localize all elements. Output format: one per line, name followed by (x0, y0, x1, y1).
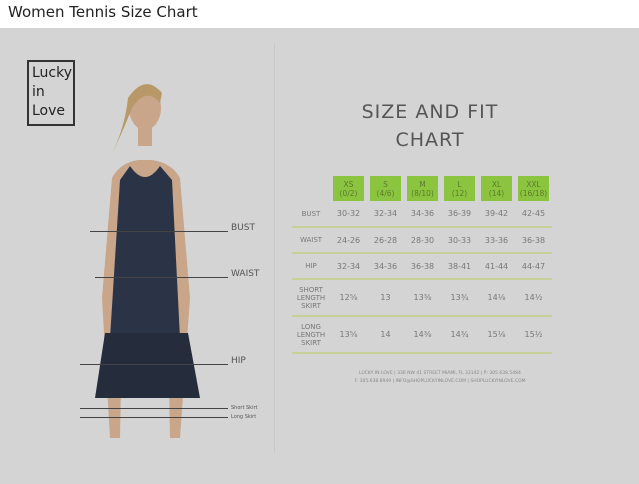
table-row: HIP 32-34 34-36 36-38 38-41 41-44 44-47 (292, 253, 552, 280)
waist-label: WAIST (231, 269, 260, 279)
size-table: XS (0/2) S (4/6) M (8/10) L (12) XL (14) XXL (16/18… (292, 176, 552, 354)
table-cell: 30-32 (330, 201, 367, 228)
size-header: XS (0/2) (330, 176, 367, 201)
size-number: (14) (488, 188, 505, 198)
heading-line: CHART (395, 129, 465, 151)
size-number: (8/10) (411, 188, 434, 198)
table-cell: 36-39 (441, 201, 478, 228)
table-cell: 26-28 (367, 227, 404, 254)
logo-text: Lucky (32, 65, 73, 81)
table-cell: 13¾ (441, 279, 478, 317)
bust-label: BUST (231, 223, 255, 233)
table-cell: 39-42 (478, 201, 515, 228)
table-cell: 12⅝ (330, 279, 367, 317)
row-label: HIP (292, 253, 330, 280)
size-number: (16/18) (519, 188, 548, 198)
table-cell: 15½ (515, 316, 552, 354)
logo-text: Love (32, 103, 66, 119)
table-cell: 13⅜ (404, 279, 441, 317)
table-cell: 34-36 (367, 253, 404, 280)
table-cell: 14⅛ (478, 279, 515, 317)
table-cell: 14¾ (441, 316, 478, 354)
table-cell: 13⅝ (330, 316, 367, 354)
model-photo (95, 84, 200, 438)
table-cell: 24-26 (330, 227, 367, 254)
size-number: (12) (451, 188, 468, 198)
table-cell: 30-33 (441, 227, 478, 254)
heading-line: SIZE AND FIT (361, 101, 499, 123)
row-label: LONG LENGTH SKIRT (292, 316, 330, 354)
divider (274, 43, 275, 453)
table-cell: 34-36 (404, 201, 441, 228)
size-header: M (8/10) (404, 176, 441, 201)
size-name: S (383, 179, 388, 189)
table-cell: 41-44 (478, 253, 515, 280)
table-row: BUST 30-32 32-34 34-36 36-39 39-42 42-45 (292, 201, 552, 228)
logo-text: in (32, 84, 45, 100)
table-row: LONG LENGTH SKIRT 13⅝ 14 14⅜ 14¾ 15⅛ 15½ (292, 316, 552, 354)
table-cell: 14 (367, 316, 404, 354)
table-cell: 15⅛ (478, 316, 515, 354)
table-cell: 13 (367, 279, 404, 317)
size-number: (0/2) (339, 188, 358, 198)
table-cell: 28-30 (404, 227, 441, 254)
size-name: L (457, 179, 462, 189)
chart-heading: SIZE AND FIT CHART (330, 98, 530, 154)
table-cell: 14⅜ (404, 316, 441, 354)
table-cell: 33-36 (478, 227, 515, 254)
row-label: WAIST (292, 227, 330, 254)
table-row: WAIST 24-26 26-28 28-30 30-33 33-36 36-38 (292, 227, 552, 254)
size-header: S (4/6) (367, 176, 404, 201)
table-cell: 32-34 (367, 201, 404, 228)
table-cell: 38-41 (441, 253, 478, 280)
brand-logo: Lucky in Love (27, 60, 75, 126)
footer-line: F: 305.638.8949 | INFO@SHOPLUCKYINLOVE.C… (354, 379, 526, 384)
contact-footer: LUCKY IN LOVE | 330 NW 41 STREET MIAMI, … (320, 370, 560, 386)
size-name: XL (491, 179, 502, 189)
size-name: M (419, 179, 426, 189)
size-header: L (12) (441, 176, 478, 201)
page-title: Women Tennis Size Chart (8, 3, 198, 21)
footer-line: LUCKY IN LOVE | 330 NW 41 STREET MIAMI, … (359, 371, 521, 376)
hip-label: HIP (231, 356, 246, 366)
table-cell: 32-34 (330, 253, 367, 280)
table-cell: 44-47 (515, 253, 552, 280)
size-header: XL (14) (478, 176, 515, 201)
table-row: SHORT LENGTH SKIRT 12⅝ 13 13⅜ 13¾ 14⅛ 14½ (292, 279, 552, 317)
table-cell: 14½ (515, 279, 552, 317)
size-name: XXL (526, 179, 541, 189)
row-label: BUST (292, 201, 330, 228)
table-cell: 42-45 (515, 201, 552, 228)
size-chart-image: Lucky in Love BUST WAIST HIP Short Skirt… (0, 28, 639, 484)
long-skirt-label: Long Skirt (231, 414, 257, 420)
size-number: (4/6) (376, 188, 395, 198)
table-cell: 36-38 (515, 227, 552, 254)
table-cell: 36-38 (404, 253, 441, 280)
short-skirt-label: Short Skirt (231, 405, 258, 411)
row-label: SHORT LENGTH SKIRT (292, 279, 330, 317)
size-header: XXL (16/18) (515, 176, 552, 201)
size-name: XS (343, 179, 354, 189)
